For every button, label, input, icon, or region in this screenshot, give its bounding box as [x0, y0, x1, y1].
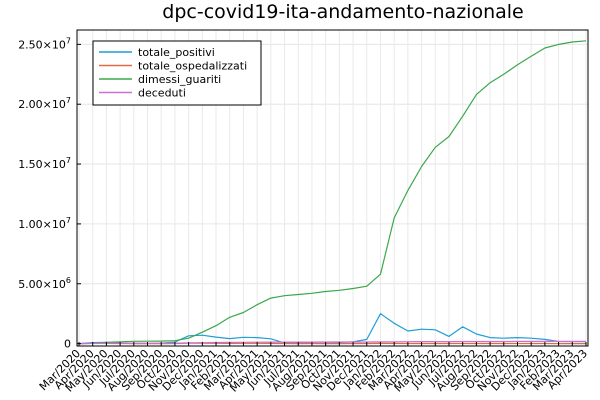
y-tick-label: 5.00×106 — [18, 276, 71, 291]
series-line-dimessi_guariti — [78, 40, 587, 345]
y-tick-label: 1.00×107 — [18, 216, 71, 231]
y-tick-label: 2.50×107 — [18, 36, 71, 51]
plot-frame — [76, 29, 589, 347]
y-tick-label: 0 — [64, 338, 71, 351]
series-line-deceduti — [78, 340, 587, 345]
plot-series — [78, 40, 587, 345]
legend-label-totale_ospedalizzati: totale_ospedalizzati — [138, 60, 247, 73]
y-tick-label: 1.50×107 — [18, 156, 71, 171]
x-axis: Mar/2020Apr/2020May/2020Jun/2020Jul/2020… — [37, 342, 590, 395]
legend-label-deceduti: deceduti — [138, 87, 186, 100]
legend-label-dimessi_guariti: dimessi_guariti — [138, 73, 221, 86]
y-axis: 0 5.00×106 1.00×107 1.50×107 2.00×107 2.50×10… — [18, 36, 81, 351]
chart-title: dpc-covid19-ita-andamento-nazionale — [162, 1, 523, 23]
legend-label-totale_positivi: totale_positivi — [138, 46, 215, 59]
legend: totale_positivitotale_ospedalizzatidimes… — [92, 40, 262, 106]
y-tick-label: 2.00×107 — [18, 96, 71, 111]
